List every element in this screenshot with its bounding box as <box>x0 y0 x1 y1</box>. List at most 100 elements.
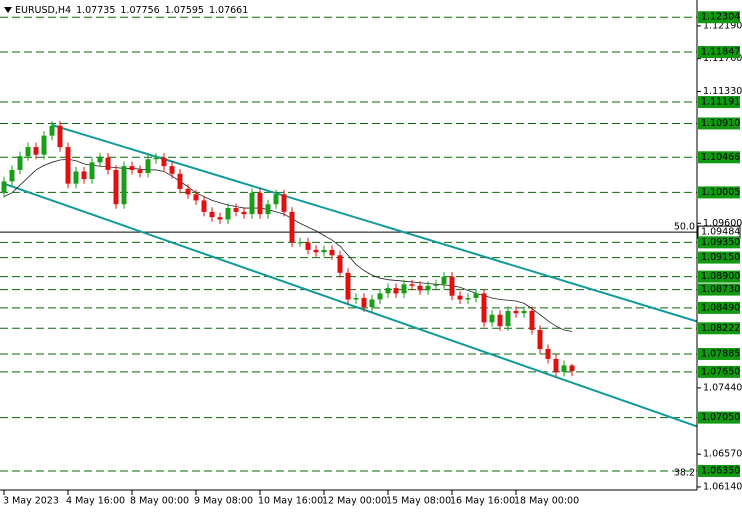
level-label: 1.09484 <box>701 227 740 238</box>
level-label-box <box>698 411 740 424</box>
candle-body <box>369 299 375 308</box>
candle-body <box>89 162 95 180</box>
candle-body <box>417 285 423 291</box>
level-label: 1.11191 <box>701 97 740 108</box>
level-label-box <box>698 96 740 109</box>
candle-body <box>361 297 367 308</box>
y-tick-label: 1.11760 <box>703 53 742 64</box>
candle-body <box>393 288 399 294</box>
candle-body <box>377 293 383 300</box>
level-label: 1.08222 <box>701 323 740 334</box>
candle-body <box>185 188 191 195</box>
candle-body <box>105 157 111 170</box>
level-label-box <box>698 151 740 164</box>
candle-body <box>97 157 103 163</box>
level-label-box <box>698 283 740 296</box>
candle-body <box>41 135 47 155</box>
level-label-box <box>698 251 740 264</box>
candle-body <box>289 211 295 243</box>
y-tick-label: 1.06570 <box>703 449 742 460</box>
level-label-box <box>698 117 740 130</box>
candle-body <box>1 181 7 193</box>
candle-body <box>121 166 127 205</box>
level-label-box <box>698 186 740 199</box>
candle-body <box>25 147 31 157</box>
candle-body <box>249 192 255 215</box>
level-label-box <box>698 464 740 477</box>
candle-body <box>329 249 335 256</box>
candle-body <box>425 285 431 291</box>
candle-body <box>297 242 303 244</box>
level-label: 1.06350 <box>701 465 740 476</box>
candle-body <box>257 192 263 215</box>
x-tick-label: 16 May 16:00 <box>450 496 515 507</box>
level-label-box <box>698 270 740 283</box>
candle-body <box>569 365 575 372</box>
candle-body <box>505 310 511 327</box>
candle-body <box>313 249 319 253</box>
candle-body <box>529 310 535 330</box>
candle-body <box>201 200 207 212</box>
candle-body <box>49 125 55 136</box>
y-tick-label: 1.07440 <box>703 382 742 393</box>
plot-area <box>0 16 697 472</box>
candle-body <box>537 329 543 350</box>
candle-body <box>521 310 527 314</box>
y-tick-label: 1.09600 <box>703 218 742 229</box>
candle-body <box>225 208 231 220</box>
candle-body <box>273 194 279 205</box>
level-label-box <box>698 322 740 335</box>
x-tick-label: 10 May 16:00 <box>258 496 323 507</box>
level-label: 1.12304 <box>701 12 740 23</box>
candle-body <box>177 173 183 189</box>
ohlc-value: 1.07661 <box>209 5 248 16</box>
x-tick-label: 4 May 16:00 <box>66 496 125 507</box>
level-label: 1.11847 <box>701 47 740 58</box>
level-label: 1.07885 <box>701 348 740 359</box>
level-label: 1.09150 <box>701 252 740 263</box>
level-label: 1.08490 <box>701 302 740 313</box>
chart-header: EURUSD,H4 1.07735 1.07756 1.07595 1.07661 <box>15 5 248 16</box>
candle-body <box>145 159 151 173</box>
candle-body <box>409 284 415 286</box>
candle-body <box>345 272 351 300</box>
candle-body <box>489 314 495 323</box>
candle-body <box>457 295 463 300</box>
level-label: 1.10005 <box>701 187 740 198</box>
x-tick-label: 3 May 2023 <box>3 496 59 507</box>
candle-body <box>241 211 247 215</box>
y-tick-label: 1.06140 <box>703 481 742 492</box>
level-label-box <box>698 365 740 378</box>
candle-body <box>385 288 391 294</box>
candle-body <box>497 314 503 327</box>
candle-body <box>545 349 551 359</box>
fib-label: 50.0 <box>674 222 695 233</box>
candle-body <box>281 194 287 212</box>
candle-body <box>73 171 79 184</box>
candle-body <box>481 293 487 323</box>
candle-body <box>473 293 479 298</box>
ohlc-value: 1.07595 <box>165 5 204 16</box>
candle-body <box>337 255 343 273</box>
x-tick-label: 18 May 00:00 <box>514 496 579 507</box>
candle-body <box>81 171 87 180</box>
candle-body <box>465 297 471 300</box>
level-label-box <box>698 46 740 59</box>
candle-body <box>441 276 447 285</box>
candle-body <box>129 166 135 170</box>
candle-body <box>161 157 167 167</box>
level-label-box <box>698 236 740 249</box>
level-label-box <box>698 301 740 314</box>
symbol-icon <box>4 7 12 13</box>
y-tick-label: 1.11330 <box>703 86 742 97</box>
candle-body <box>233 208 239 212</box>
symbol: EURUSD,H4 <box>15 5 71 16</box>
level-label: 1.07650 <box>701 366 740 377</box>
candle-body <box>449 276 455 296</box>
candle-body <box>305 242 311 250</box>
ohlc-value: 1.07756 <box>120 5 159 16</box>
candle-body <box>65 147 71 184</box>
candle-body <box>9 169 15 182</box>
channel-line <box>51 124 697 323</box>
